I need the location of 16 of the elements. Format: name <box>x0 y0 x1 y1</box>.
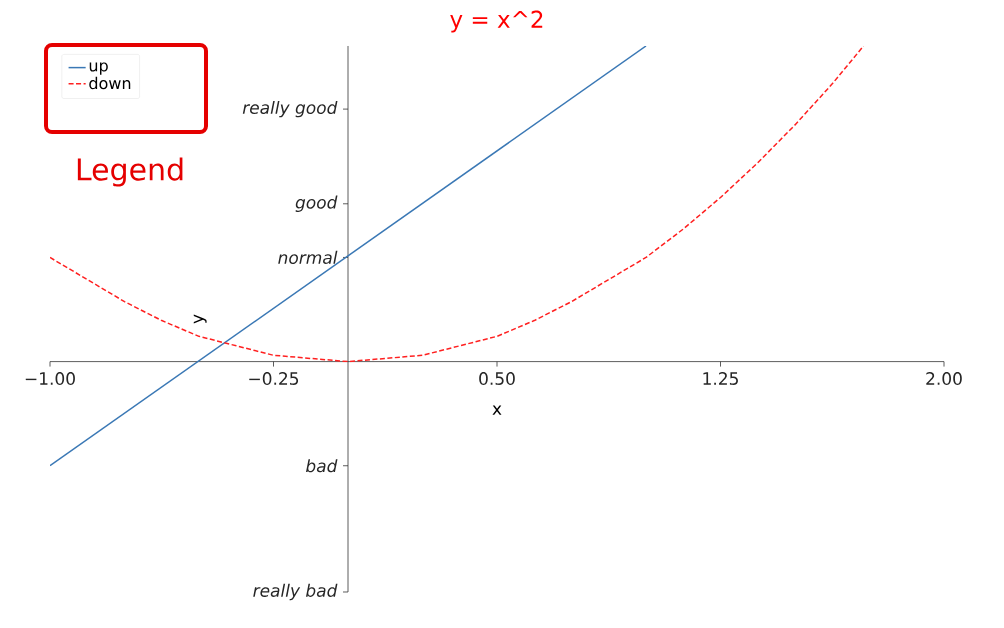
ref-line-label: normal <box>278 250 338 265</box>
ref-line-label: bad <box>306 459 338 473</box>
x-tick-label: −1.00 <box>25 372 75 385</box>
annotation: Legend <box>77 157 183 187</box>
x-axis-title: x <box>492 405 502 415</box>
x-tick-label: 0.50 <box>479 372 515 385</box>
chart-title: y = x^2 <box>450 10 543 33</box>
x-tick-label: 2.00 <box>926 372 962 385</box>
x-tick-label: −0.25 <box>249 372 299 385</box>
legend-label: down <box>89 76 131 90</box>
ref-line-label: good <box>295 195 338 213</box>
x-tick-label: 1.25 <box>703 372 738 385</box>
ref-line-label: really bad <box>253 583 338 601</box>
ref-line-label: really good <box>242 100 338 118</box>
legend-label: up <box>89 62 108 75</box>
y-axis-title: y <box>193 314 207 324</box>
